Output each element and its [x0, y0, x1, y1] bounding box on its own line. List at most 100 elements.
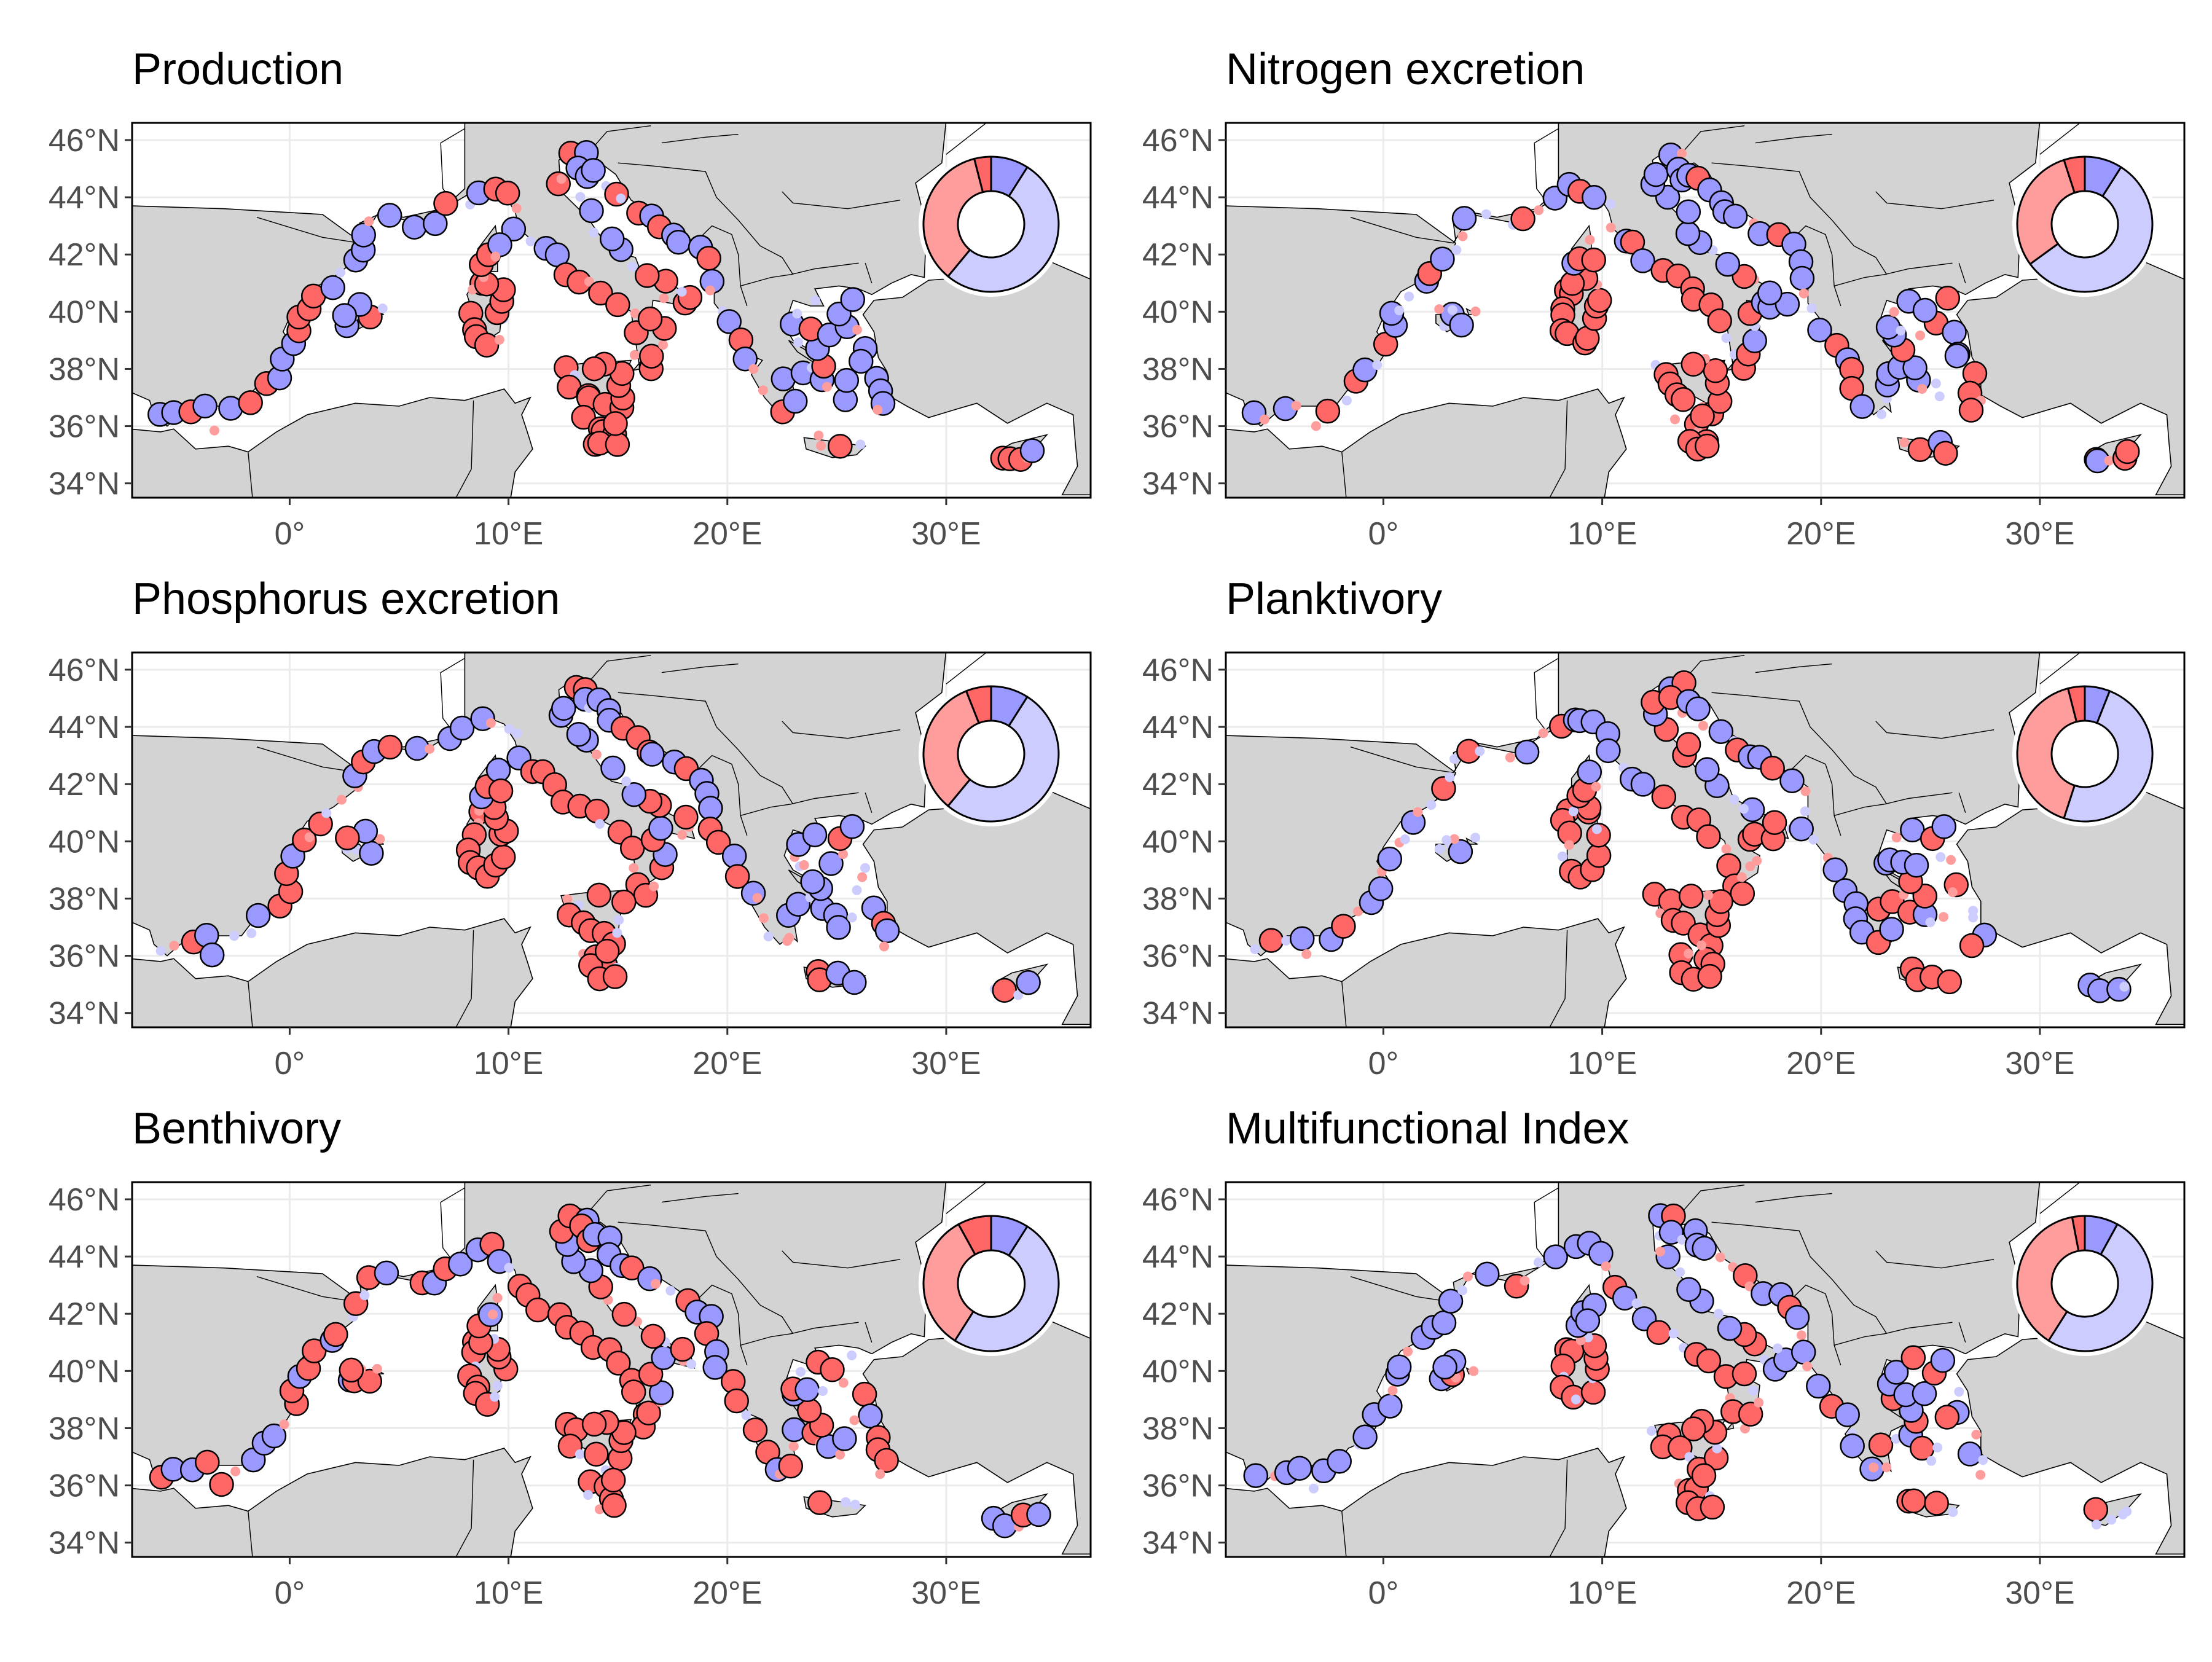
- site-point-negative: [487, 232, 512, 257]
- x-tick-label: 10°E: [1567, 1046, 1637, 1081]
- site-point-negative: [501, 216, 527, 242]
- y-tick-label: 46°N: [49, 123, 120, 159]
- site-point-positive: [433, 190, 458, 216]
- country-border: [782, 721, 901, 739]
- site-point-nonsignificant: [1372, 359, 1382, 370]
- site-point-positive: [778, 1453, 804, 1479]
- site-point-nonsignificant: [575, 192, 586, 202]
- site-point-nonsignificant: [1568, 806, 1579, 817]
- site-point-nonsignificant: [1736, 872, 1747, 882]
- country-border: [1958, 792, 1966, 813]
- site-point-nonsignificant: [1802, 1361, 1813, 1371]
- site-point-positive: [335, 825, 360, 851]
- site-point-negative: [785, 892, 811, 917]
- y-tick-label: 40°N: [1142, 1354, 1214, 1389]
- site-point-positive: [635, 263, 660, 288]
- site-point-positive: [1697, 963, 1722, 989]
- panel-border: [1225, 651, 2186, 1029]
- donut-segment-weak-negative: [946, 696, 1060, 823]
- site-point-nonsignificant: [1745, 861, 1755, 871]
- country-border: [455, 1459, 474, 1557]
- site-point-positive: [581, 1411, 607, 1437]
- site-point-positive: [308, 811, 333, 837]
- site-point-negative: [648, 1380, 674, 1406]
- site-point-negative: [402, 214, 427, 240]
- site-point-negative: [1352, 1424, 1378, 1449]
- site-point-nonsignificant: [1677, 148, 1687, 159]
- country-border: [1958, 262, 1966, 284]
- site-point-nonsignificant: [1564, 840, 1574, 850]
- site-point-negative: [1931, 814, 1957, 839]
- map-panel: Multifunctional Index 0° 10°E 20°E 30°E 34°N 3…: [1142, 1104, 2186, 1611]
- site-point-positive: [1695, 433, 1720, 459]
- site-point-nonsignificant: [562, 894, 573, 904]
- x-tick-label: 30°E: [911, 1046, 981, 1081]
- site-point-nonsignificant: [822, 382, 832, 392]
- site-point-positive: [1696, 1348, 1722, 1374]
- land-polygon: [1226, 388, 1627, 498]
- site-point-negative: [665, 229, 691, 255]
- site-point-nonsignificant: [686, 1359, 697, 1370]
- site-point-negative: [1944, 343, 1970, 369]
- site-point-negative: [449, 715, 475, 741]
- site-point-positive: [586, 882, 612, 908]
- site-point-nonsignificant: [1806, 303, 1817, 313]
- site-point-negative: [1582, 184, 1607, 210]
- site-point-nonsignificant: [364, 216, 374, 227]
- site-point-nonsignificant: [1557, 851, 1567, 861]
- site-point-negative: [1757, 280, 1783, 305]
- site-point-nonsignificant: [1968, 912, 1979, 923]
- site-point-nonsignificant: [2122, 1506, 2132, 1516]
- site-point-negative: [1243, 1463, 1269, 1488]
- country-border: [1534, 1187, 1559, 1263]
- site-point-nonsignificant: [835, 1449, 845, 1460]
- site-point-nonsignificant: [2119, 981, 2130, 992]
- site-point-nonsignificant: [857, 872, 868, 882]
- donut-segment-strong-positive: [2071, 1215, 2086, 1252]
- x-tick-label: 0°: [1368, 1575, 1399, 1611]
- donut-segment-strong-positive: [965, 685, 992, 724]
- country-border: [618, 162, 794, 275]
- site-point-nonsignificant: [1520, 1276, 1530, 1286]
- site-point-negative: [1378, 1393, 1403, 1419]
- country-border: [740, 792, 859, 817]
- donut-segment-weak-negative: [2063, 689, 2154, 823]
- site-point-negative: [1775, 291, 1800, 317]
- y-tick-label: 34°N: [1142, 1526, 1214, 1561]
- y-tick-label: 44°N: [49, 1239, 120, 1275]
- country-border: [1350, 217, 1454, 244]
- site-point-nonsignificant: [1413, 807, 1423, 817]
- site-point-negative: [1784, 1304, 1810, 1330]
- site-point-nonsignificant: [511, 203, 522, 214]
- donut-segment-weak-negative: [953, 1225, 1060, 1352]
- site-point-positive: [209, 1472, 234, 1497]
- country-border: [1534, 128, 1559, 203]
- site-point-negative: [351, 222, 376, 248]
- site-point-positive: [1587, 288, 1612, 313]
- site-point-nonsignificant: [1309, 1483, 1319, 1494]
- site-point-nonsignificant: [490, 251, 501, 262]
- site-point-nonsignificant: [758, 913, 769, 923]
- site-point-nonsignificant: [556, 174, 567, 184]
- site-point-positive: [1510, 206, 1535, 232]
- site-point-negative: [842, 970, 867, 995]
- country-border: [1350, 747, 1454, 774]
- country-border: [589, 655, 651, 682]
- x-tick-label: 0°: [275, 516, 305, 552]
- site-point-positive: [1959, 933, 1985, 958]
- y-tick-label: 44°N: [49, 710, 120, 745]
- site-point-positive: [605, 292, 630, 318]
- site-point-negative: [800, 869, 825, 895]
- site-point-nonsignificant: [818, 1386, 828, 1396]
- site-point-nonsignificant: [1571, 1394, 1581, 1405]
- site-point-positive: [1732, 1361, 1757, 1387]
- site-point-negative: [1789, 816, 1814, 842]
- site-point-negative: [1543, 1244, 1568, 1269]
- site-point-nonsignificant: [748, 364, 759, 374]
- site-point-negative: [581, 158, 606, 183]
- site-point-positive: [600, 1467, 626, 1493]
- country-border: [946, 1182, 987, 1214]
- site-point-negative: [1912, 1381, 1937, 1406]
- y-tick-label: 40°N: [1142, 294, 1214, 330]
- site-point-nonsignificant: [873, 405, 883, 415]
